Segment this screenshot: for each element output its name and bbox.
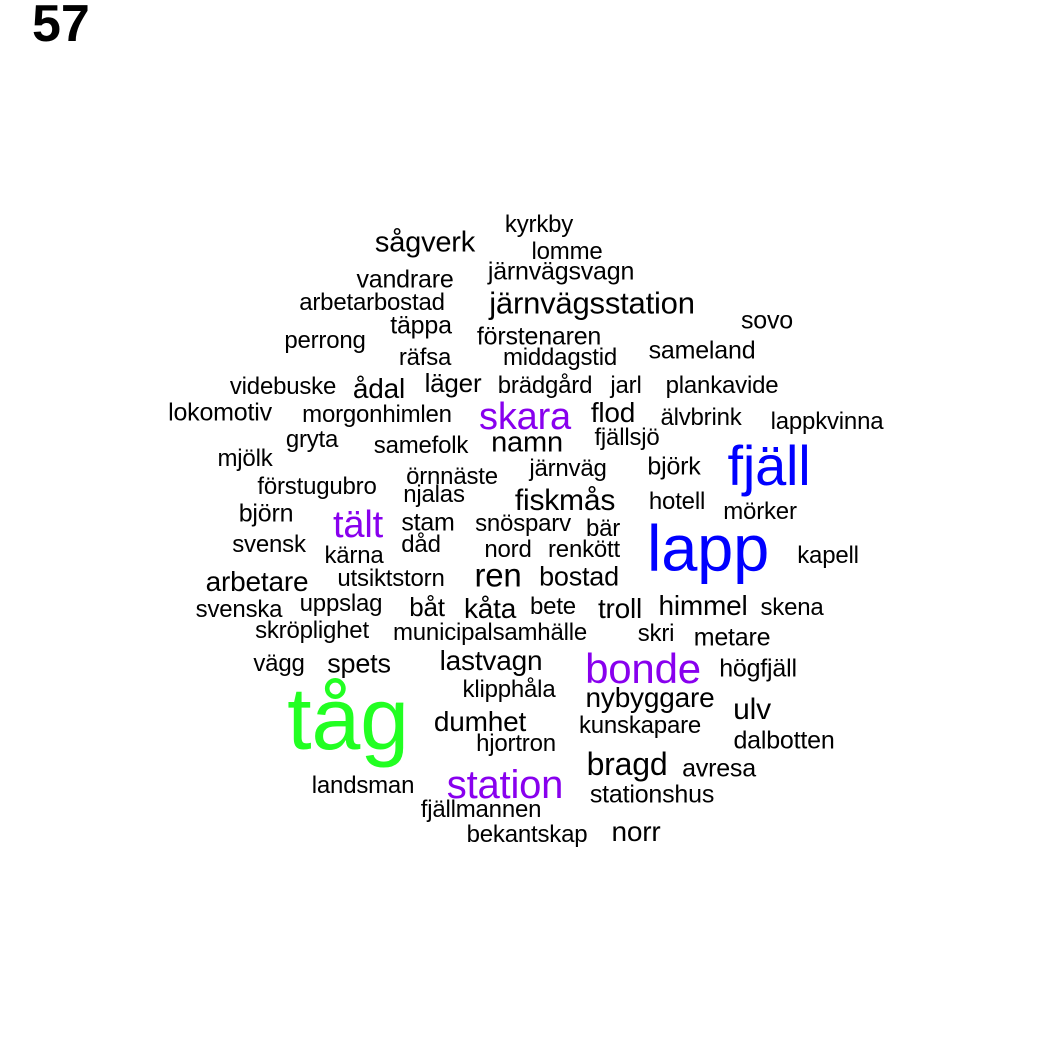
word-plankavide: plankavide: [665, 372, 779, 399]
word-karna: kärna: [324, 542, 384, 569]
word-sovo: sovo: [740, 306, 794, 335]
word-jarnvag: järnväg: [529, 455, 607, 482]
word-forstenaren: förstenaren: [476, 322, 602, 351]
word-municipalsamhalle: municipalsamhälle: [392, 619, 588, 646]
word-alvbrink: älvbrink: [660, 404, 742, 431]
word-perrong: perrong: [284, 327, 366, 354]
word-nord: nord: [484, 536, 532, 563]
word-morgonhimlen: morgonhimlen: [302, 401, 452, 428]
word-tag: tåg: [287, 669, 409, 768]
word-njalas: njalas: [403, 481, 465, 508]
word-bete: bete: [530, 593, 576, 620]
word-kata: kåta: [463, 593, 517, 624]
word-arbetare: arbetare: [205, 566, 309, 597]
word-vandrare: vandrare: [356, 265, 454, 294]
word-skara: skara: [479, 396, 571, 438]
word-svenska: svenska: [195, 596, 283, 623]
word-namn: namn: [491, 426, 563, 459]
word-mjolk: mjölk: [217, 445, 273, 472]
word-lokomotiv: lokomotiv: [168, 398, 272, 427]
word-dalbotten: dalbotten: [733, 726, 835, 755]
word-skena: skena: [760, 594, 824, 621]
word-fjallsjo: fjällsjö: [594, 424, 660, 451]
word-dad: dåd: [401, 531, 441, 558]
word-morker: mörker: [723, 498, 797, 525]
word-lastvagn: lastvagn: [439, 645, 543, 676]
word-bat: båt: [409, 592, 445, 622]
word-ren: ren: [474, 556, 522, 594]
word-klipphala: klipphåla: [462, 676, 556, 703]
word-fiskmas: fiskmås: [514, 484, 616, 517]
word-jarl: jarl: [610, 372, 642, 399]
word-bradgard: brädgård: [497, 372, 593, 399]
word-svensk: svensk: [232, 531, 306, 558]
word-tappa: täppa: [390, 311, 452, 340]
word-bar: bär: [585, 515, 621, 542]
word-norr: norr: [611, 816, 661, 847]
word-hotell: hotell: [648, 488, 706, 515]
word-snosparv: snösparv: [475, 510, 571, 537]
word-bekantskap: bekantskap: [466, 821, 588, 848]
word-jarnvagsstation: järnvägsstation: [489, 285, 695, 321]
word-forstugubro: förstugubro: [257, 473, 377, 500]
word-bjorn: björn: [238, 499, 294, 528]
word-bjork: björk: [647, 452, 701, 481]
word-middagstid: middagstid: [502, 344, 618, 371]
word-dumhet: dumhet: [433, 706, 527, 737]
word-himmel: himmel: [658, 590, 748, 621]
word-fjallmannen: fjällmannen: [420, 796, 542, 823]
word-lomme: lomme: [531, 238, 603, 265]
word-samefolk: samefolk: [373, 432, 469, 459]
word-fjall: fjäll: [727, 434, 811, 497]
word-vagg: vägg: [253, 650, 305, 677]
word-bostad: bostad: [539, 561, 619, 592]
word-kunskapare: kunskapare: [578, 712, 702, 739]
word-uppslag: uppslag: [299, 590, 383, 617]
word-skri: skri: [637, 620, 675, 647]
word-avresa: avresa: [682, 754, 756, 783]
word-station: station: [446, 763, 564, 807]
word-stam: stam: [401, 508, 455, 537]
word-hjortron: hjortron: [476, 730, 556, 757]
word-hogfjall: högfjäll: [719, 654, 797, 683]
word-nybyggare: nybyggare: [585, 682, 715, 713]
word-stationshus: stationshus: [589, 780, 715, 809]
word-jarnvagsvagn: järnvägsvagn: [487, 257, 635, 286]
word-lappkvinna: lappkvinna: [770, 408, 884, 435]
word-utsiktstorn: utsiktstorn: [337, 565, 445, 592]
word-lapp: lapp: [646, 511, 770, 585]
word-arbetarbostad: arbetarbostad: [299, 289, 445, 316]
word-sameland: sameland: [648, 336, 756, 365]
word-flod: flod: [590, 397, 636, 428]
word-bonde: bonde: [585, 645, 701, 692]
word-talt: tält: [333, 504, 383, 546]
word-rafsa: räfsa: [398, 344, 452, 371]
word-lager: läger: [424, 368, 482, 398]
word-kapell: kapell: [797, 542, 859, 569]
word-videbuske: videbuske: [229, 373, 337, 400]
word-kyrkby: kyrkby: [504, 211, 574, 238]
page-number: 57: [32, 0, 90, 53]
word-sagverk: sågverk: [374, 226, 476, 259]
word-metare: metare: [693, 623, 771, 652]
word-landsman: landsman: [311, 772, 415, 799]
word-bragd: bragd: [586, 746, 668, 782]
word-ulv: ulv: [733, 693, 771, 726]
word-skroplighet: skröplighet: [255, 617, 369, 644]
word-ornnaste: örnnäste: [406, 463, 498, 490]
word-renkott: renkött: [548, 536, 620, 563]
word-troll: troll: [597, 593, 643, 624]
word-adal: ådal: [352, 373, 406, 404]
word-gryta: gryta: [285, 426, 339, 453]
word-spets: spets: [327, 648, 391, 679]
